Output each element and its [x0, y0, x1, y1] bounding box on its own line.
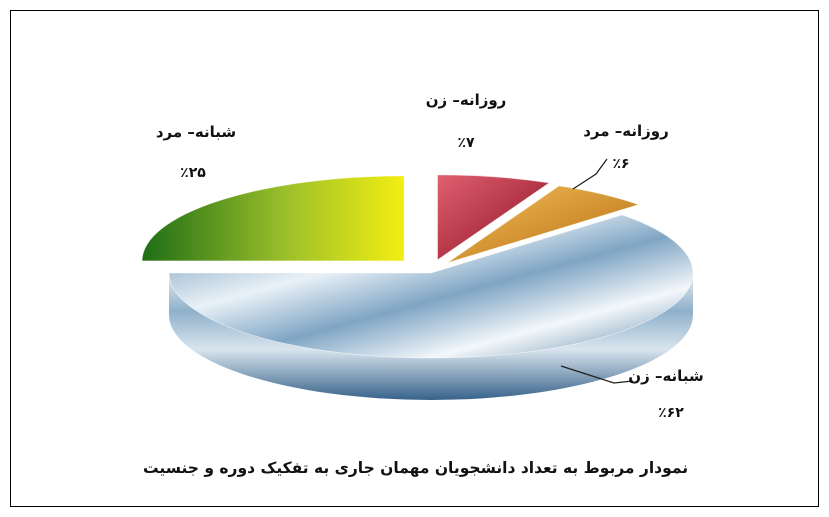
pie-chart: روزانه– زن ٪۷ روزانه– مرد ٪۶ شبانه– زن ٪… [141, 91, 704, 421]
slice-day-female [437, 174, 551, 261]
slice-day-male [447, 185, 640, 264]
slice-night-female-top [168, 214, 694, 359]
label-night-female: شبانه– زن [628, 367, 703, 385]
slice-day-female-top [437, 174, 551, 261]
pie-slices [141, 174, 694, 400]
value-night-female: ٪۶۲ [658, 405, 684, 421]
slice-night-female [168, 214, 694, 400]
label-day-male: روزانه– مرد [583, 122, 669, 140]
slice-day-male-top [447, 185, 640, 264]
slice-night-male [141, 175, 405, 262]
leader-line-night-female [560, 365, 634, 384]
chart-caption: نمودار مربوط به تعداد دانشجویان مهمان جا… [142, 459, 689, 477]
value-day-male: ٪۶ [612, 156, 629, 172]
leader-line-day-male [572, 158, 608, 190]
label-night-male: شبانه– مرد [156, 123, 236, 141]
slice-night-female-side [169, 273, 693, 400]
value-night-male: ٪۲۵ [180, 165, 206, 181]
chart-frame: روزانه– زن ٪۷ روزانه– مرد ٪۶ شبانه– زن ٪… [10, 10, 819, 507]
value-day-female: ٪۷ [457, 135, 475, 151]
slice-night-male-top [141, 175, 405, 262]
label-day-female: روزانه– زن [426, 91, 507, 109]
